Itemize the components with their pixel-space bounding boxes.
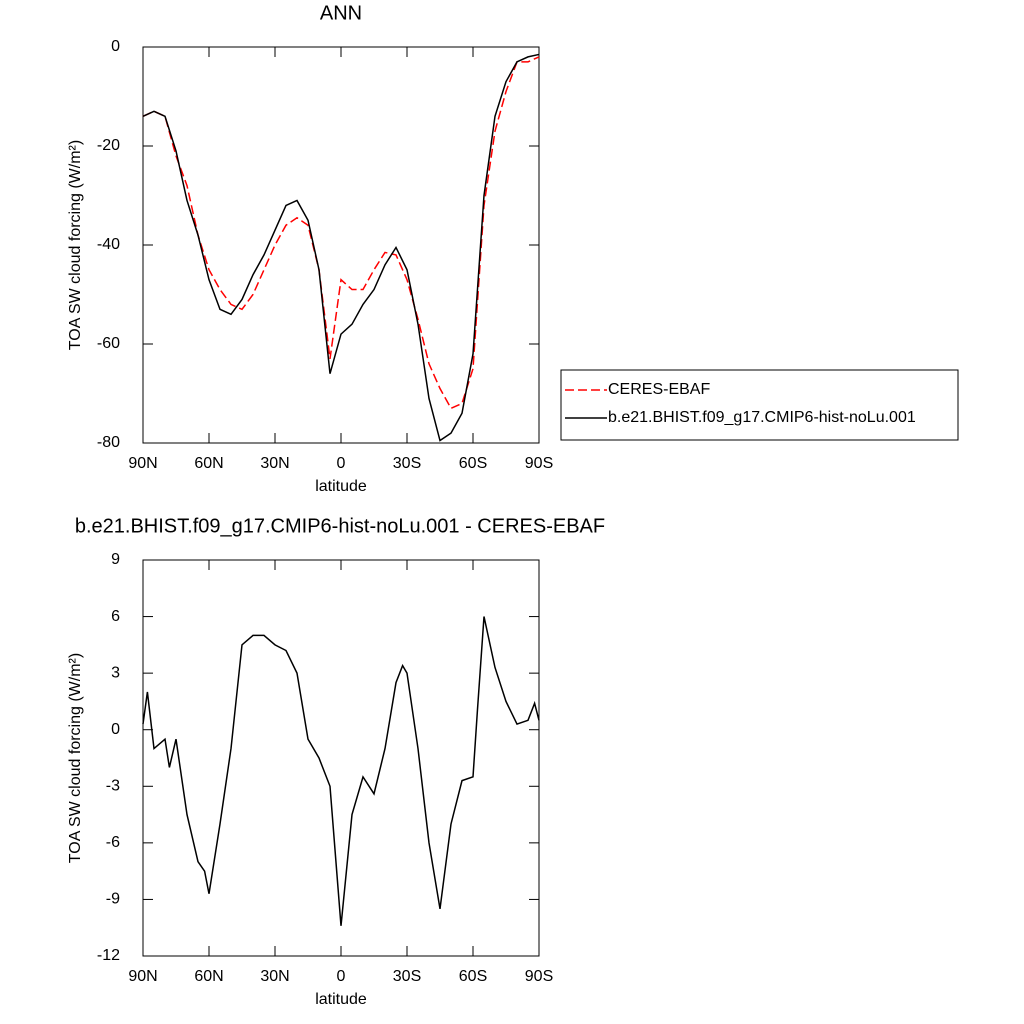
x-tick-label: 90S <box>525 968 553 985</box>
legend-label: b.e21.BHIST.f09_g17.CMIP6-hist-noLu.001 <box>608 409 916 426</box>
x-axis-label: latitude <box>315 991 367 1008</box>
x-tick-label: 90S <box>525 455 553 472</box>
x-tick-label: 60S <box>459 455 487 472</box>
data-line <box>142 53 540 442</box>
plot-frame <box>142 46 540 444</box>
y-tick-label: -12 <box>97 947 120 964</box>
y-tick-label: -3 <box>106 778 120 795</box>
x-tick-label: 30N <box>260 455 289 472</box>
chart-title: ANN <box>320 2 362 24</box>
plot-frame <box>142 559 540 957</box>
x-axis-label: latitude <box>315 478 367 495</box>
y-tick-label: 6 <box>111 608 120 625</box>
y-axis-label: TOA SW cloud forcing (W/m²) <box>67 140 84 350</box>
y-tick-label: 3 <box>111 664 120 681</box>
x-tick-label: 90N <box>128 968 157 985</box>
y-tick-label: -20 <box>97 137 120 154</box>
x-tick-label: 0 <box>337 455 346 472</box>
x-tick-label: 30N <box>260 968 289 985</box>
x-tick-label: 90N <box>128 455 157 472</box>
y-tick-label: -60 <box>97 335 120 352</box>
x-tick-label: 60N <box>194 968 223 985</box>
legend-label: CERES-EBAF <box>608 381 710 398</box>
y-tick-label: -40 <box>97 236 120 253</box>
data-line <box>142 56 540 410</box>
x-tick-label: 60S <box>459 968 487 985</box>
x-tick-label: 60N <box>194 455 223 472</box>
y-tick-label: 0 <box>111 721 120 738</box>
y-tick-label: -80 <box>97 434 120 451</box>
x-tick-label: 30S <box>393 968 421 985</box>
y-tick-label: 0 <box>111 38 120 55</box>
x-tick-label: 0 <box>337 968 346 985</box>
data-line <box>142 616 540 926</box>
y-axis-label: TOA SW cloud forcing (W/m²) <box>67 653 84 863</box>
chart-title: b.e21.BHIST.f09_g17.CMIP6-hist-noLu.001 … <box>75 515 605 537</box>
y-tick-label: -9 <box>106 891 120 908</box>
y-tick-label: 9 <box>111 551 120 568</box>
legend-box <box>560 369 959 441</box>
x-tick-label: 30S <box>393 455 421 472</box>
y-tick-label: -6 <box>106 834 120 851</box>
